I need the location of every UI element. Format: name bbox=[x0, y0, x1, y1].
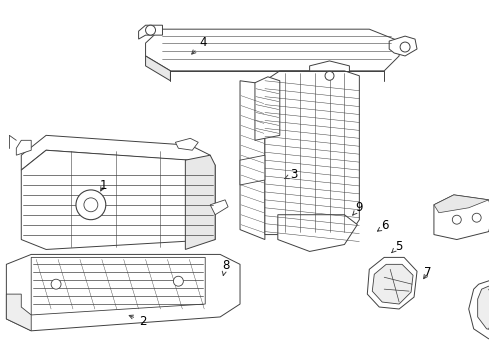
Circle shape bbox=[76, 190, 106, 220]
Polygon shape bbox=[146, 29, 399, 71]
Circle shape bbox=[173, 276, 183, 286]
Polygon shape bbox=[255, 77, 280, 140]
Polygon shape bbox=[6, 294, 31, 331]
Polygon shape bbox=[139, 25, 163, 39]
Polygon shape bbox=[265, 71, 359, 235]
Circle shape bbox=[146, 25, 155, 35]
Polygon shape bbox=[185, 155, 215, 249]
Polygon shape bbox=[16, 140, 31, 155]
Polygon shape bbox=[21, 150, 215, 249]
Text: 7: 7 bbox=[424, 266, 432, 279]
Text: 3: 3 bbox=[285, 168, 297, 181]
Polygon shape bbox=[368, 257, 417, 309]
Text: 1: 1 bbox=[100, 179, 107, 192]
Polygon shape bbox=[31, 257, 205, 315]
Circle shape bbox=[472, 213, 481, 222]
Polygon shape bbox=[469, 279, 490, 339]
Text: 9: 9 bbox=[353, 201, 363, 215]
Circle shape bbox=[84, 198, 98, 212]
Polygon shape bbox=[278, 215, 357, 251]
Polygon shape bbox=[240, 155, 265, 185]
Circle shape bbox=[452, 215, 461, 224]
Circle shape bbox=[400, 42, 410, 52]
Text: 4: 4 bbox=[192, 36, 207, 54]
Polygon shape bbox=[175, 138, 198, 150]
Polygon shape bbox=[434, 195, 490, 239]
Polygon shape bbox=[146, 56, 171, 81]
Polygon shape bbox=[21, 135, 210, 170]
Circle shape bbox=[325, 71, 334, 80]
Text: 5: 5 bbox=[392, 240, 402, 253]
Text: 6: 6 bbox=[377, 219, 389, 232]
Text: 2: 2 bbox=[129, 315, 147, 328]
Polygon shape bbox=[240, 81, 265, 239]
Polygon shape bbox=[434, 195, 489, 213]
Text: 8: 8 bbox=[222, 259, 229, 275]
Polygon shape bbox=[310, 61, 349, 91]
Polygon shape bbox=[478, 286, 490, 332]
Circle shape bbox=[51, 279, 61, 289]
Polygon shape bbox=[372, 264, 413, 304]
Polygon shape bbox=[389, 36, 417, 56]
Polygon shape bbox=[210, 200, 228, 215]
Polygon shape bbox=[6, 255, 240, 331]
